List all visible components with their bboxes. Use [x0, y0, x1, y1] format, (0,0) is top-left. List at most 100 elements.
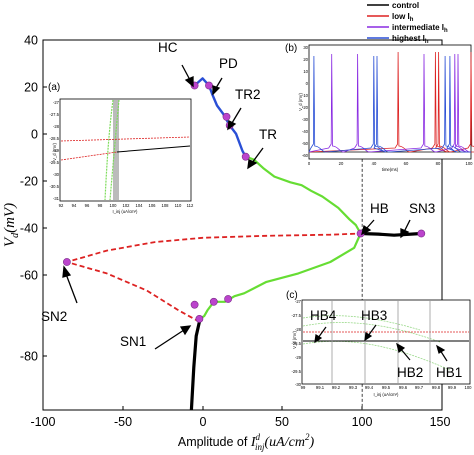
inset-b-ytick: 20 [303, 57, 308, 62]
inset-a-xtick: 98 [98, 203, 103, 208]
y-tick-label: 20 [24, 81, 38, 95]
inset-b-ytick: -20 [302, 105, 309, 110]
inset-b-ytick: -60 [302, 153, 309, 158]
inset-c-xtick: 99.4 [365, 385, 374, 390]
label-hb1: HB1 [436, 365, 462, 380]
inset-a-black-line [116, 145, 191, 153]
inset-c-xtick: 100 [465, 385, 473, 390]
label-sn1: SN1 [120, 334, 146, 349]
inset-a-ytick: -29 [53, 148, 60, 153]
x-tick-label: -100 [30, 415, 55, 429]
inset-a-yticks: -27 -27.5 -28 -28.5 -29 -29.5 -30 -30.5 … [49, 100, 59, 201]
inset-b-ylabel: V_d (mV) [298, 93, 303, 111]
inset-c-ytick: -28.5 [291, 341, 301, 346]
inset-c-ytick: -27.5 [291, 313, 301, 318]
inset-c-label: (c) [286, 290, 298, 301]
label-tr2: TR2 [235, 87, 261, 102]
inset-a-xtick: 92 [59, 203, 64, 208]
bifurcation-point [222, 112, 231, 121]
voltage-trace [308, 55, 471, 153]
annotation-labels: HC PD TR2 TR HB SN3 SN2 SN1 [41, 40, 435, 349]
inset-c-ytick: -29.5 [291, 369, 301, 374]
inset-a-green-curve [104, 99, 114, 201]
x-tick-label: 50 [275, 415, 289, 429]
main-plot-frame [42, 39, 443, 411]
inset-c-ylabel: V_d (mV) [292, 331, 297, 349]
branch-stable-ss [360, 231, 422, 237]
inset-a-ytick: -28.5 [49, 136, 59, 141]
inset-a-ytick: -31 [53, 196, 60, 201]
inset-a-ytick: -27 [53, 100, 60, 105]
inset-c-xtick: 99.9 [448, 385, 457, 390]
y-axis-label: Vd(mV) [2, 203, 21, 247]
inset-b-xtick: 100 [466, 161, 474, 166]
inset-a-ytick: -30.5 [49, 184, 59, 189]
inset-a-xtick: 100 [110, 203, 118, 208]
branch-unstable-po [193, 77, 247, 158]
x-tick-labels: -100 -50 0 50 100 150 [30, 415, 450, 429]
bifurcation-point [224, 295, 232, 303]
label-hc: HC [158, 40, 178, 55]
inset-c-vertical-lines [331, 301, 431, 383]
legend-control: control [392, 1, 419, 10]
inset-a-xticks: 92 94 96 98 100 102 104 106 108 110 112 [59, 203, 194, 208]
branch-stable-po [245, 155, 362, 235]
voltage-trace [308, 53, 471, 153]
bifurcation-point [195, 314, 204, 323]
y-tick-label: -40 [20, 222, 38, 236]
inset-b-xtick: 80 [436, 161, 441, 166]
inset-b-xtick: 20 [339, 161, 344, 166]
inset-b-ytick: -40 [302, 129, 309, 134]
inset-a-gray-band [113, 100, 119, 200]
inset-a-label: (a) [48, 82, 60, 93]
label-hb4: HB4 [310, 308, 337, 323]
inset-a-green-curve2 [109, 99, 120, 201]
legend-highest: highest Ih [392, 34, 429, 45]
inset-a-ytick: -27.5 [49, 112, 59, 117]
inset-c-xticks: 99 99.1 99.2 99.3 99.4 99.5 99.6 99.7 99… [301, 385, 472, 390]
inset-b-frame [308, 44, 472, 160]
x-tick-label: 150 [430, 415, 451, 429]
inset-b-ytick: 30 [303, 45, 308, 50]
inset-a-xtick: 112 [187, 203, 194, 208]
bifurcation-point [205, 81, 213, 90]
legend-low: low Ih [392, 12, 414, 23]
inset-c-xtick: 99.3 [349, 385, 358, 390]
inset-c-green-curves [302, 315, 451, 371]
label-sn3: SN3 [409, 201, 435, 216]
x-tick-label: 0 [200, 415, 207, 429]
label-hb2: HB2 [397, 365, 423, 380]
inset-c-yticks: -27 -27.5 -28 -28.5 -29 -29.5 -30 [291, 299, 301, 387]
x-tick-label: -50 [114, 415, 132, 429]
bifurcation-point [209, 297, 218, 306]
inset-b-traces [308, 51, 474, 153]
bifurcation-point [417, 229, 426, 238]
inset-a-xtick: 102 [123, 203, 131, 208]
inset-c-ytick: -28 [295, 327, 302, 332]
legend-intermediate: intermediate Ih [392, 23, 448, 34]
inset-a-xtick: 104 [136, 203, 144, 208]
y-tick-labels: 40 20 0 -20 -40 -60 -80 [20, 34, 38, 364]
inset-a-ytick: -28 [53, 124, 60, 129]
y-ticks [43, 39, 47, 357]
inset-b-xtick: 40 [372, 161, 377, 166]
label-tr: TR [259, 127, 277, 142]
branch-stable-ss [189, 321, 201, 411]
bifurcation-point [63, 258, 71, 266]
inset-b: (b) V_d (mV) time(ms) 30 20 10 0 -10 -20… [285, 1, 474, 172]
inset-b-yticks: 30 20 10 0 -10 -20 -30 -40 -50 -60 [302, 45, 309, 158]
inset-c: (c) HB4 HB3 HB2 HB1 V_d (mV) I_inj (uA/c… [286, 290, 472, 397]
x-tick-label: 100 [352, 415, 373, 429]
inset-a-xlabel: I_inj (uA/cm²) [113, 209, 139, 214]
y-tick-label: -80 [20, 350, 38, 364]
inset-c-arrows [314, 324, 448, 362]
bifurcation-point [241, 152, 250, 161]
inset-b-ytick: 0 [306, 81, 309, 86]
inset-a-xtick: 94 [72, 203, 77, 208]
label-hb3: HB3 [361, 308, 387, 323]
bifurcation-curves [66, 77, 422, 411]
inset-a-xtick: 110 [175, 203, 182, 208]
inset-b-ytick: -30 [302, 117, 309, 122]
inset-a-xtick: 106 [149, 203, 157, 208]
